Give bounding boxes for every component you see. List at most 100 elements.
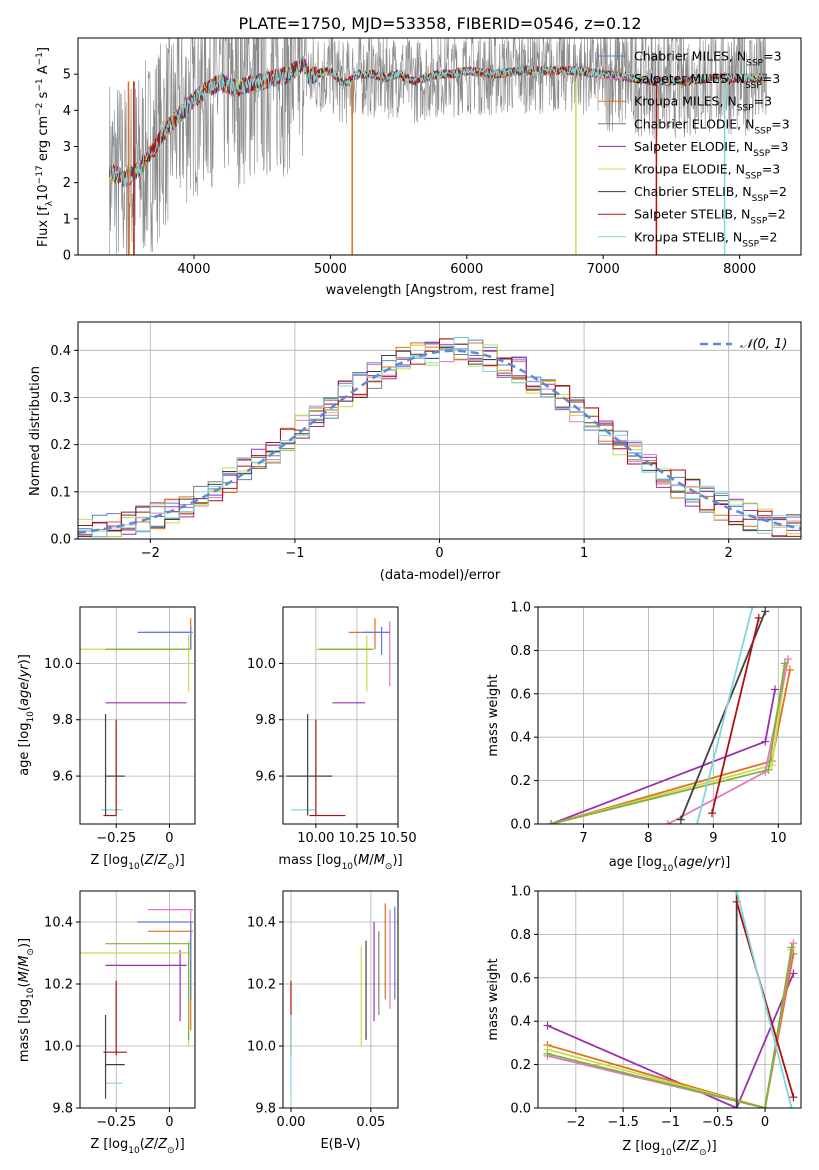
weight-line-kroupa_miles (550, 669, 791, 824)
x-tick-label: 0.05 (356, 1115, 385, 1130)
y-tick-label: 10.0 (44, 1040, 73, 1055)
y-tick-label: 9.8 (255, 1102, 276, 1117)
x-tick-label: 0 (165, 1115, 173, 1130)
y-tick-label: 9.8 (52, 1102, 73, 1117)
x-tick-label: −0.5 (702, 1115, 734, 1130)
histogram-kroupa_stelib (78, 336, 801, 538)
weight-line-kroupa_stelib (696, 607, 754, 824)
x-tick-label: 10.50 (379, 831, 416, 846)
y-tick-label: 0.4 (510, 1015, 531, 1030)
y-tick-label: 0.8 (510, 928, 531, 943)
x-tick-label: 1 (580, 546, 588, 561)
y-tick-label: 10.0 (44, 657, 73, 672)
y-tick-label: 4 (63, 104, 71, 119)
legend-entry: Kroupa MILES, NSSP=3 (634, 94, 772, 114)
plot-area (290, 903, 396, 1099)
x-axis-label: age [log10(age/yr)] (609, 855, 731, 874)
x-tick-label: −2 (141, 546, 160, 561)
x-tick-label: 10.25 (338, 831, 375, 846)
y-tick-label: 9.6 (255, 770, 276, 785)
weight-line-kroupa_elodie (550, 665, 787, 824)
y-tick-label: 0.2 (510, 774, 531, 789)
normal-curve (78, 349, 801, 534)
weight-line-kroupa_miles (547, 953, 795, 1108)
axes-histogram: −2 −1 0 1 2 0.0 0.1 0.2 0.3 0.4 𝒩(0, 1) (data-model… (28, 321, 802, 583)
plot-area (286, 618, 391, 817)
x-tick-label: −1 (661, 1115, 680, 1130)
legend-entry: Chabrier MILES, NSSP=3 (634, 49, 782, 69)
axes-spectrum: 4000 5000 6000 7000 8000 0 1 2 3 4 5 Chabrier MILES… (35, 37, 802, 298)
axes-age_vs_mass: 10.00 10.25 10.50 9.6 9.8 10.0 mass [log10(M/M… (247, 606, 417, 872)
weight-line-kroupa_stelib (735, 891, 793, 1108)
plot-area (78, 336, 801, 538)
y-tick-label: 1 (63, 212, 71, 227)
y-tick-label: 0.2 (510, 1058, 531, 1073)
y-tick-label: 10.4 (44, 916, 73, 931)
x-tick-label: 10 (770, 831, 787, 846)
y-tick-label: 10.2 (44, 978, 73, 993)
x-tick-label: 7 (579, 831, 587, 846)
y-tick-label: 10.0 (247, 1040, 276, 1055)
x-tick-label: 0.00 (277, 1115, 306, 1130)
legend-entry: Salpeter MILES, NSSP=3 (634, 71, 780, 91)
y-axis-label: Flux [fλ10−17 erg cm−2 s−1 A−1] (35, 47, 55, 247)
y-tick-label: 3 (63, 140, 71, 155)
y-tick-label: 9.8 (255, 713, 276, 728)
axes-age_vs_Z: −0.25 0 9.6 9.8 10.0 Z [log10(Z/Z⊙)] age [log1… (17, 606, 196, 872)
weight-line-salpeter_stelib (711, 617, 760, 814)
y-tick-label: 0.8 (510, 644, 531, 659)
weight-line-green (550, 663, 786, 824)
y-tick-label: 10.4 (247, 916, 276, 931)
y-tick-label: 2 (63, 176, 71, 191)
x-tick-label: 5000 (314, 262, 347, 277)
weight-line-salpeter_miles (667, 658, 789, 824)
x-tick-label: 0 (761, 1115, 769, 1130)
histogram-salpeter_stelib (78, 336, 801, 537)
axes-weight_vs_Z: −2 −1.5 −1 −0.5 0 0.0 0.2 0.4 0.6 0.8 1.0 Z [log10(… (486, 885, 802, 1158)
legend-entry: 𝒩(0, 1) (740, 337, 787, 352)
x-axis-label: (data-model)/error (380, 568, 501, 583)
axes-frame (79, 606, 196, 825)
figure-title: PLATE=1750, MJD=53358, FIBERID=0546, z=0… (238, 14, 641, 33)
y-axis-label: Normed distribution (28, 366, 43, 496)
axes-mass_vs_Z: −0.25 0 9.8 10.0 10.2 10.4 Z [log10(Z/Z⊙)] mass… (17, 890, 196, 1156)
y-tick-label: 9.8 (52, 713, 73, 728)
y-tick-label: 0.2 (50, 438, 71, 453)
y-tick-label: 10.2 (247, 978, 276, 993)
x-axis-label: Z [log10(Z/Z⊙)] (90, 853, 184, 872)
x-tick-label: 8 (644, 831, 652, 846)
legend-entry: Chabrier STELIB, NSSP=2 (634, 184, 787, 204)
x-tick-label: 0 (165, 831, 173, 846)
axes-frame (282, 606, 399, 825)
x-axis-label: mass [log10(M/M⊙)] (278, 853, 402, 872)
x-axis-label: Z [log10(Z/Z⊙)] (622, 1139, 716, 1158)
legend-entry: Kroupa STELIB, NSSP=2 (634, 229, 778, 249)
y-tick-label: 0.4 (510, 731, 531, 746)
y-tick-label: 9.6 (52, 770, 73, 785)
axes-frame (537, 606, 802, 825)
weight-line-salpeter_elodie (547, 973, 795, 1108)
legend-entry: Chabrier ELODIE, NSSP=3 (634, 116, 790, 136)
x-tick-label: −2 (566, 1115, 585, 1130)
plot-area (546, 607, 794, 824)
x-tick-label: −0.25 (96, 1115, 136, 1130)
x-tick-label: 7000 (587, 262, 620, 277)
y-axis-label: mass [log10(M/M⊙)] (17, 938, 36, 1062)
axes-frame (282, 890, 399, 1109)
weight-line-green (547, 947, 793, 1108)
legend-entry: Salpeter STELIB, NSSP=2 (634, 207, 786, 227)
axes-mass_vs_ebv: 0.00 0.05 9.8 10.0 10.2 10.4 E(B-V) (247, 890, 399, 1152)
legend-entry: Kroupa ELODIE, NSSP=3 (634, 162, 780, 182)
y-axis-label: age [log10(age/yr)] (17, 654, 36, 776)
y-tick-label: 0.1 (50, 485, 71, 500)
x-tick-label: 4000 (177, 262, 210, 277)
axes-weight_vs_age: 7 8 9 10 0.0 0.2 0.4 0.6 0.8 1.0 age [log10(age/yr… (486, 601, 802, 874)
y-tick-label: 1.0 (510, 885, 531, 900)
x-axis-label: wavelength [Angstrom, rest frame] (326, 283, 555, 298)
x-tick-label: 8000 (723, 262, 756, 277)
plot-area (543, 891, 798, 1108)
axes-frame (79, 890, 196, 1109)
x-tick-label: −0.25 (96, 831, 136, 846)
x-tick-label: −1.5 (607, 1115, 639, 1130)
